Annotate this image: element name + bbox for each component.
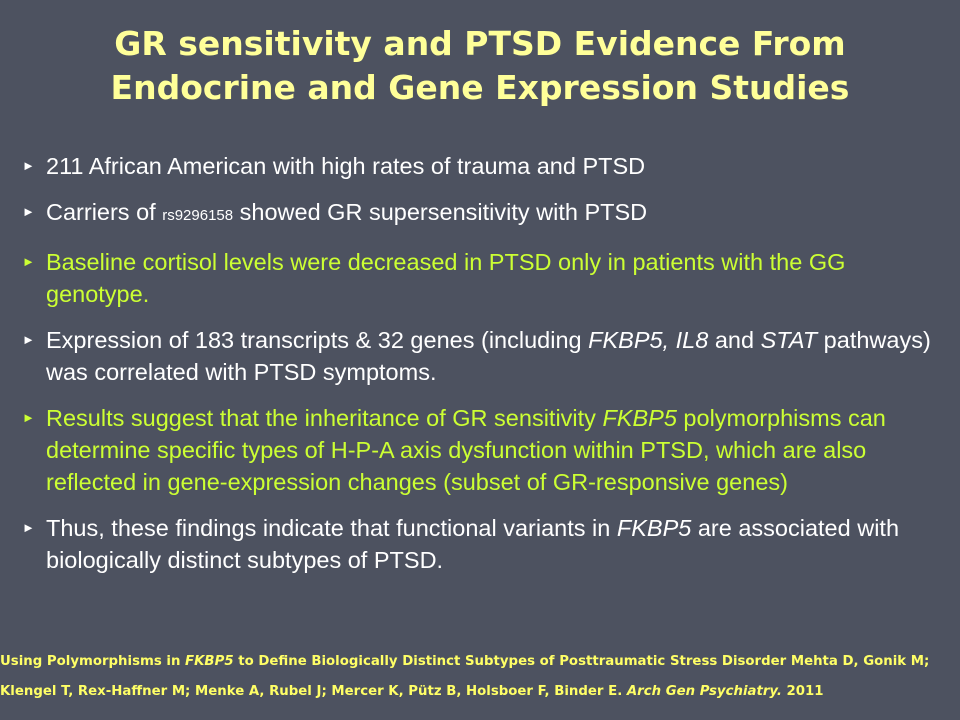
bullet-arrow-icon: ► bbox=[22, 410, 35, 425]
citation-authors: Klengel T, Rex-Haffner M; Menke A, Rubel… bbox=[0, 684, 627, 699]
bullet-text: pathways) was correlated with PTSD sympt… bbox=[46, 327, 931, 385]
citation-text: Using Polymorphisms in bbox=[0, 654, 186, 669]
bullet-arrow-icon: ► bbox=[22, 158, 35, 173]
title-line-1: GR sensitivity and PTSD Evidence From bbox=[114, 24, 846, 63]
bullet-text: showed GR supersensitivity with PTSD bbox=[233, 199, 648, 225]
citation-text: to Define Biologically Distinct Subtypes… bbox=[233, 654, 930, 669]
bullet-text: 211 African American with high rates of … bbox=[46, 153, 646, 179]
bullet-arrow-icon: ► bbox=[22, 332, 35, 347]
bullet-text: Expression of 183 transcripts & 32 genes… bbox=[46, 327, 589, 353]
citation-line-1: Using Polymorphisms in FKBP5 to Define B… bbox=[0, 647, 960, 677]
bullet-text: Carriers of bbox=[46, 199, 163, 225]
gene-name: FKBP5 bbox=[616, 515, 692, 541]
bullet-item: ► Baseline cortisol levels were decrease… bbox=[20, 246, 950, 310]
bullet-item: ► Results suggest that the inheritance o… bbox=[20, 402, 950, 498]
bullet-item: ► Thus, these findings indicate that fun… bbox=[20, 512, 950, 576]
title-line-2: Endocrine and Gene Expression Studies bbox=[110, 68, 850, 107]
bullet-item: ► Carriers of rs9296158 showed GR supers… bbox=[20, 196, 950, 232]
snp-id: rs9296158 bbox=[162, 207, 234, 224]
bullet-text: are associated with biologically distinc… bbox=[46, 515, 900, 573]
bullet-arrow-icon: ► bbox=[22, 204, 35, 219]
citation-gene: FKBP5 bbox=[185, 654, 234, 669]
citation-journal: Arch Gen Psychiatry. bbox=[626, 684, 782, 699]
gene-name: FKBP5, IL8 bbox=[588, 327, 709, 353]
gene-name: FKBP5 bbox=[602, 405, 677, 431]
citation-year: 2011 bbox=[781, 684, 824, 699]
bullet-item: ► Expression of 183 transcripts & 32 gen… bbox=[20, 324, 950, 388]
bullet-text: polymorphisms can determine specific typ… bbox=[46, 405, 886, 495]
citation: Using Polymorphisms in FKBP5 to Define B… bbox=[0, 647, 960, 707]
bullet-list: ► 211 African American with high rates o… bbox=[20, 150, 950, 590]
slide-title: GR sensitivity and PTSD Evidence From En… bbox=[20, 22, 940, 110]
bullet-text: Results suggest that the inheritance of … bbox=[46, 405, 603, 431]
bullet-arrow-icon: ► bbox=[22, 520, 35, 535]
bullet-item: ► 211 African American with high rates o… bbox=[20, 150, 950, 182]
gene-name: STAT bbox=[760, 327, 818, 353]
bullet-text: Baseline cortisol levels were decreased … bbox=[46, 249, 846, 307]
citation-line-2: Klengel T, Rex-Haffner M; Menke A, Rubel… bbox=[0, 677, 960, 707]
bullet-text: and bbox=[708, 327, 761, 353]
bullet-arrow-icon: ► bbox=[22, 254, 35, 269]
bullet-text: Thus, these findings indicate that funct… bbox=[46, 515, 617, 541]
